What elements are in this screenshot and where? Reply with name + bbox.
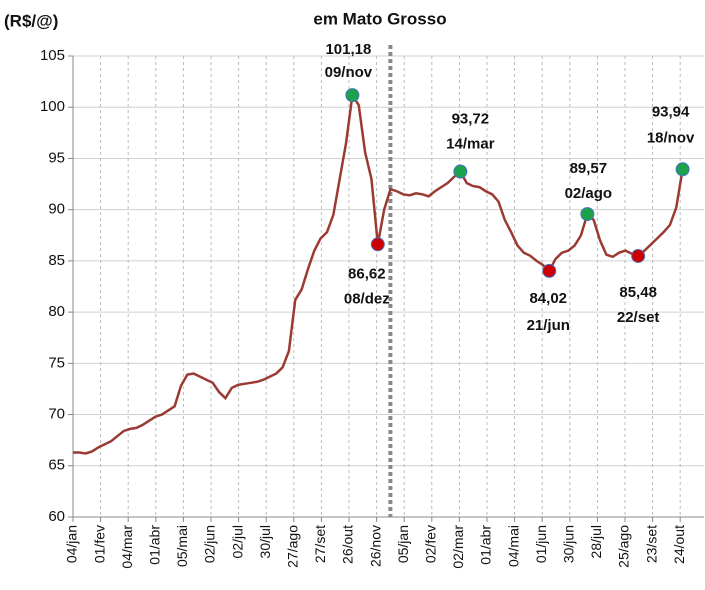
x-tick-label: 02/jun (202, 525, 218, 563)
x-tick-label: 05/jan (395, 525, 411, 563)
x-tick-label: 02/fev (423, 525, 439, 563)
x-tick-label: 04/jan (64, 525, 80, 563)
y-tick-label: 100 (40, 98, 65, 115)
annotation-date: 21/jun (527, 317, 570, 334)
chart-title: em Mato Grosso (313, 9, 446, 28)
marker (675, 162, 690, 177)
x-tick-label: 27/ago (285, 525, 301, 568)
x-tick-label: 26/out (340, 525, 356, 564)
y-tick-label: 90 (48, 201, 65, 218)
annotation-value: 93,94 (652, 103, 690, 120)
x-tick-label: 01/abr (147, 525, 163, 565)
annotation-date: 02/ago (565, 185, 613, 202)
x-tick-label: 02/jul (229, 525, 245, 558)
annotation-date: 14/mar (446, 136, 495, 153)
annotation-date: 09/nov (325, 64, 373, 81)
x-tick-label: 01/fev (91, 525, 107, 563)
y-axis-label: (R$/@) (4, 11, 58, 30)
annotation-value: 101,18 (325, 41, 371, 58)
x-tick-label: 23/set (643, 525, 659, 563)
x-tick-label: 25/ago (616, 525, 632, 568)
x-tick-label: 04/mar (119, 525, 135, 569)
x-tick-label: 04/mai (505, 525, 521, 567)
marker (453, 164, 468, 179)
x-tick-label: 30/jul (257, 525, 273, 558)
y-tick-label: 75 (48, 354, 65, 371)
y-tick-label: 60 (48, 508, 65, 525)
y-tick-label: 70 (48, 406, 65, 423)
annotation-value: 86,62 (348, 265, 386, 282)
y-tick-label: 105 (40, 47, 65, 64)
y-tick-label: 65 (48, 457, 65, 474)
annotation-value: 84,02 (529, 290, 567, 307)
x-tick-label: 01/jun (533, 525, 549, 563)
marker (345, 88, 360, 103)
annotation-value: 89,57 (570, 160, 608, 177)
annotation-date: 18/nov (647, 129, 695, 146)
x-tick-label: 26/nov (367, 525, 383, 567)
x-tick-label: 27/set (312, 525, 328, 563)
x-tick-label: 01/abr (478, 525, 494, 565)
marker (631, 248, 646, 263)
x-tick-label: 05/mai (174, 525, 190, 567)
x-tick-label: 02/mar (450, 525, 466, 569)
x-tick-label: 30/jun (561, 525, 577, 563)
y-tick-label: 85 (48, 252, 65, 269)
annotation-value: 85,48 (619, 284, 657, 301)
y-tick-label: 95 (48, 149, 65, 166)
annotation-date: 08/dez (344, 290, 390, 307)
marker (580, 207, 595, 222)
x-tick-label: 24/out (671, 525, 687, 564)
marker (542, 263, 557, 278)
annotation-value: 93,72 (452, 111, 490, 128)
x-tick-label: 28/jul (588, 525, 604, 558)
marker (370, 237, 385, 252)
y-tick-label: 80 (48, 303, 65, 320)
annotation-date: 22/set (617, 309, 660, 326)
